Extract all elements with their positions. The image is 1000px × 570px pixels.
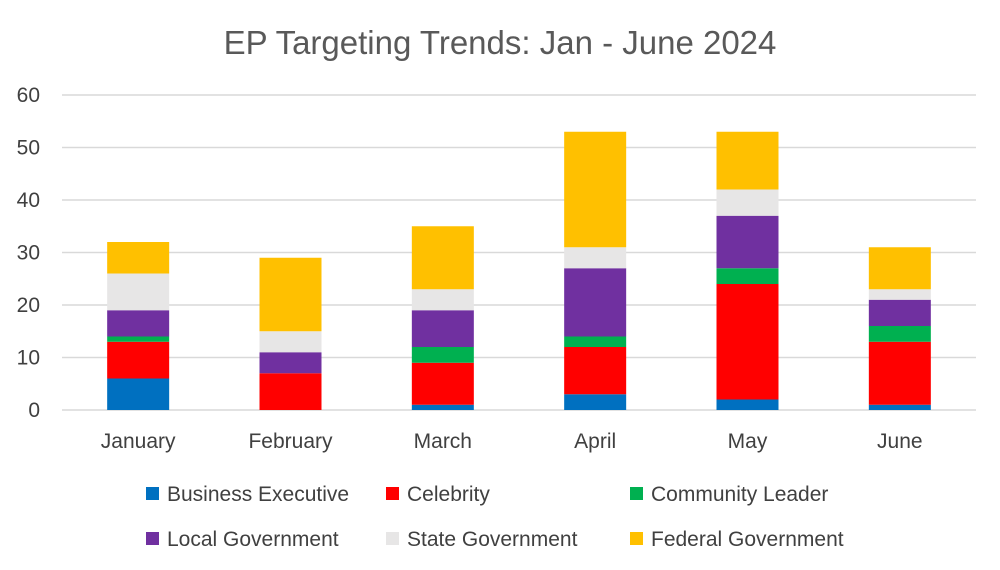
bar-segment-march-community-leader xyxy=(411,347,474,363)
bar-segment-january-federal-government xyxy=(107,242,170,274)
bar-segment-may-local-government xyxy=(716,215,779,269)
bar-segment-april-celebrity xyxy=(564,347,627,395)
bar-segment-june-local-government xyxy=(868,299,931,326)
x-category-label: April xyxy=(574,430,616,453)
bar-segment-february-federal-government xyxy=(259,257,322,332)
bar-segment-april-community-leader xyxy=(564,336,627,347)
x-category-label: March xyxy=(414,430,472,453)
bar-segment-january-business-executive xyxy=(107,378,170,410)
legend-swatch xyxy=(630,487,643,500)
bar-segment-april-state-government xyxy=(564,247,627,269)
bar-segment-may-federal-government xyxy=(716,131,779,190)
bar-segment-january-community-leader xyxy=(107,336,170,342)
gridlines xyxy=(62,94,976,411)
y-tick-label: 50 xyxy=(17,137,40,160)
bar-segment-may-celebrity xyxy=(716,284,779,400)
legend-label: Business Executive xyxy=(167,483,349,506)
x-category-label: May xyxy=(728,430,768,453)
bar-segment-may-community-leader xyxy=(716,268,779,284)
legend-label: Celebrity xyxy=(407,483,490,506)
legend-swatch xyxy=(386,532,399,545)
bar-segment-march-federal-government xyxy=(411,226,474,290)
y-axis-ticks: 0 10 20 30 40 50 60 xyxy=(17,84,40,422)
legend-swatch xyxy=(386,487,399,500)
bar-segment-may-business-executive xyxy=(716,399,779,410)
bar-segment-april-federal-government xyxy=(564,131,627,248)
bar-segment-april-business-executive xyxy=(564,394,627,410)
legend-item-local-government: Local Government xyxy=(146,528,339,551)
bar-segment-march-celebrity xyxy=(411,362,474,405)
legend-item-business-executive: Business Executive xyxy=(146,483,349,506)
legend-swatch xyxy=(146,487,159,500)
legend-item-federal-government: Federal Government xyxy=(630,528,844,551)
y-tick-label: 20 xyxy=(17,294,40,317)
bar-segment-april-local-government xyxy=(564,268,627,337)
bar-segment-june-federal-government xyxy=(868,247,931,290)
legend-item-celebrity: Celebrity xyxy=(386,483,490,506)
x-category-label: February xyxy=(248,430,333,453)
legend: Business Executive Celebrity Community Lea… xyxy=(146,483,844,551)
bar-segment-january-local-government xyxy=(107,310,170,337)
bar-segment-february-celebrity xyxy=(259,373,322,410)
bar-segment-february-state-government xyxy=(259,331,322,353)
x-category-label: June xyxy=(877,430,923,453)
bars xyxy=(107,131,931,410)
bar-segment-january-celebrity xyxy=(107,341,170,379)
bar-segment-january-state-government xyxy=(107,273,170,311)
bar-segment-march-state-government xyxy=(411,289,474,311)
legend-label: Community Leader xyxy=(651,483,828,506)
legend-swatch xyxy=(146,532,159,545)
bar-segment-march-local-government xyxy=(411,310,474,347)
bar-segment-may-state-government xyxy=(716,189,779,216)
y-tick-label: 60 xyxy=(17,84,40,107)
x-category-label: January xyxy=(101,430,176,453)
bar-segment-june-state-government xyxy=(868,289,931,300)
y-tick-label: 40 xyxy=(17,189,40,212)
y-tick-label: 30 xyxy=(17,242,40,265)
y-tick-label: 10 xyxy=(17,347,40,370)
legend-label: Federal Government xyxy=(651,528,844,551)
legend-label: State Government xyxy=(407,528,578,551)
bar-segment-march-business-executive xyxy=(411,404,474,410)
bar-segment-june-community-leader xyxy=(868,326,931,342)
bar-segment-february-local-government xyxy=(259,352,322,374)
bar-segment-june-celebrity xyxy=(868,341,931,405)
chart-title: EP Targeting Trends: Jan - June 2024 xyxy=(224,24,777,61)
x-axis-categories: January February March April May June xyxy=(101,430,923,453)
legend-item-state-government: State Government xyxy=(386,528,578,551)
bar-segment-june-business-executive xyxy=(868,404,931,410)
legend-item-community-leader: Community Leader xyxy=(630,483,828,506)
legend-swatch xyxy=(630,532,643,545)
legend-label: Local Government xyxy=(167,528,339,551)
y-tick-label: 0 xyxy=(28,399,40,422)
